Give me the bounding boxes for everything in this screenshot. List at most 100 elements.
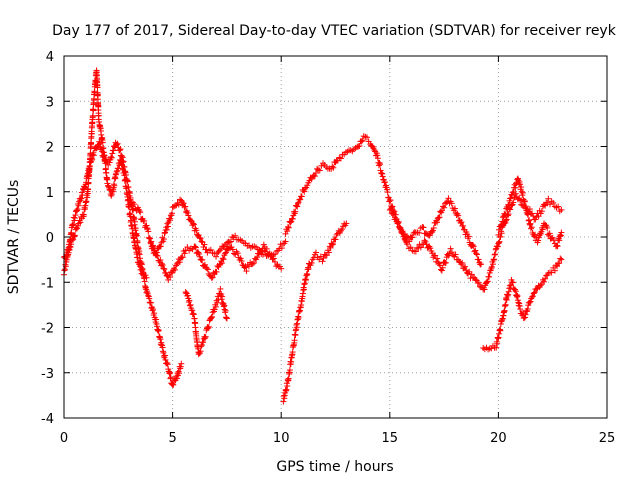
y-tick-label: -2 [41,322,54,337]
data-point [505,288,512,295]
data-point [197,348,204,355]
data-point [155,327,162,334]
data-point [84,194,91,201]
data-point [459,259,466,266]
data-point [363,134,370,141]
data-point [89,112,96,119]
data-point [202,333,209,340]
data-point [197,235,204,242]
y-axis-label: SDTVAR / TECUs [6,180,22,295]
data-point [157,243,164,250]
data-point [295,199,302,206]
data-point [509,189,516,196]
data-point [177,363,184,370]
data-point [390,210,397,217]
axis-ticks: 0 5 10 15 20 25 -4 -3 -2 -1 0 1 2 3 4 [41,50,615,446]
data-point [146,295,153,302]
data-point [173,375,180,382]
data-point [114,140,121,147]
data-point [83,198,90,205]
data-point [144,225,151,232]
data-point [469,241,476,248]
data-point [436,214,443,221]
data-point [205,325,212,332]
data-point [501,210,508,217]
data-point [110,147,117,154]
data-point [219,293,226,300]
data-point [455,212,462,219]
data-point [81,184,88,191]
data-point [498,230,505,237]
data-point [222,250,229,257]
data-point [492,251,499,258]
data-point [311,173,318,180]
data-point [359,137,366,144]
data-point [192,243,199,250]
data-point [486,273,493,280]
data-point [285,375,292,382]
data-point [377,167,384,174]
data-point [234,250,241,257]
data-point [551,267,558,274]
data-point [379,173,386,180]
data-point [190,310,197,317]
data-point [211,306,218,313]
data-point [176,370,183,377]
data-point [72,212,79,219]
data-point [185,212,192,219]
data-point [90,152,97,159]
data-point [179,254,186,261]
data-point [488,265,495,272]
data-point [105,183,112,190]
data-point [498,221,505,228]
data-point [147,240,154,247]
data-point [192,244,199,251]
data-point [387,205,394,212]
data-point [387,197,394,204]
data-point [195,232,202,239]
data-point [284,228,291,235]
data-point [531,289,538,296]
data-point [496,226,503,233]
data-point [512,184,519,191]
data-point [443,199,450,206]
data-point [503,217,510,224]
data-point [304,271,311,278]
data-point [332,236,339,243]
data-point [542,275,549,282]
data-point [284,383,291,390]
data-point [518,184,525,191]
data-point [558,256,565,263]
data-point [494,243,501,250]
data-point [164,223,171,230]
data-point [542,202,549,209]
data-point [294,200,301,207]
y-tick-label: -3 [41,367,54,382]
data-point [557,255,564,262]
data-point [518,188,525,195]
data-point [250,259,257,266]
data-point [504,292,511,299]
data-point [472,247,479,254]
data-point [503,216,510,223]
data-point [491,256,498,263]
data-point [172,266,179,273]
data-point [71,215,78,222]
data-point [503,296,510,303]
data-point [507,206,514,213]
data-point [526,206,533,213]
data-point [68,241,75,248]
data-point [329,163,336,170]
data-point [196,253,203,260]
data-points [61,67,565,405]
data-point [488,263,495,270]
data-point [136,259,143,266]
data-point [88,140,95,147]
data-point [196,250,203,257]
data-point [122,176,129,183]
data-point [272,251,279,258]
data-point [184,209,191,216]
data-point [557,232,564,239]
data-point [209,313,216,320]
data-point [88,130,95,137]
